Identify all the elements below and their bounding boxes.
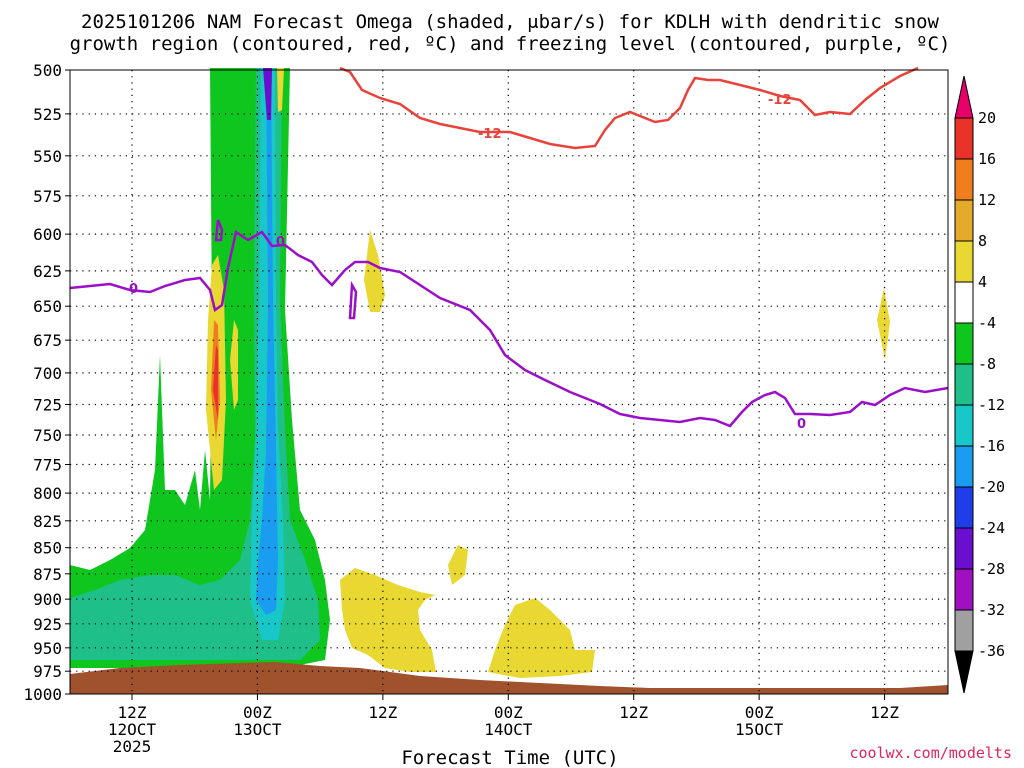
y-tick-label: 950 (33, 639, 62, 658)
colorbar-label: -24 (978, 519, 1005, 537)
dgz-line (339, 66, 919, 150)
colorbar-segment (954, 445, 974, 488)
omega-yellow-850 (448, 545, 468, 585)
colorbar-segment (954, 568, 974, 611)
y-tick-label: 800 (33, 484, 62, 503)
colorbar-label: -28 (978, 560, 1005, 578)
omega-yellow-925 (488, 598, 595, 678)
y-tick-label: 850 (33, 539, 62, 558)
y-tick-label: 525 (33, 105, 62, 124)
y-tick-label: 650 (33, 297, 62, 316)
colorbar-label: 4 (978, 273, 987, 291)
freezing-label-0-left: 0 (129, 282, 138, 297)
x-tick-label: 13OCT (233, 720, 282, 739)
colorbar: 20 16 12 8 4 -4 -8 -12 -16 -20 -24 -28 -32 -36 (954, 75, 1005, 694)
x-axis-title: Forecast Time (UTC) (401, 747, 618, 768)
omega-yellow-right (877, 288, 890, 360)
x-tick-label: 2025 (113, 737, 152, 756)
colorbar-segment (954, 322, 974, 365)
x-tick-label: 12Z (870, 703, 899, 722)
omega-blue-region (256, 68, 278, 615)
y-tick-label: 500 (33, 61, 62, 80)
freezing-label-0-mid: 0 (276, 235, 285, 250)
y-tick-label: 975 (33, 662, 62, 681)
colorbar-label: 12 (978, 191, 996, 209)
y-tick-label: 1000 (23, 685, 62, 704)
colorbar-segment (954, 404, 974, 447)
x-tick-label: 00Z (243, 703, 272, 722)
credit-text: coolwx.com/modelts (849, 744, 1012, 762)
y-tick-label: 575 (33, 187, 62, 206)
omega-yellow-875 (340, 568, 436, 672)
terrain-fill (70, 662, 948, 694)
y-tick-label: 675 (33, 331, 62, 350)
colorbar-bottom-triangle (954, 650, 974, 694)
colorbar-segment (954, 609, 974, 652)
omega-red-streak (213, 345, 218, 420)
plot-frame (69, 69, 949, 695)
colorbar-segment (954, 158, 974, 201)
omega-purple-core (263, 68, 272, 120)
colorbar-segment (954, 281, 974, 324)
x-tick-label: 12Z (118, 703, 147, 722)
colorbar-label: 20 (978, 109, 996, 127)
freezing-level-island-2 (348, 280, 358, 320)
y-tick-label: 775 (33, 456, 62, 475)
y-tick-label: 700 (33, 364, 62, 383)
omega-green-streak (224, 68, 242, 470)
omega-yellow-thin (230, 320, 238, 410)
dgz-label-right: -12 (768, 93, 792, 108)
colorbar-label: -20 (978, 478, 1005, 496)
x-tick-label: 00Z (494, 703, 523, 722)
chart-title-line2: growth region (contoured, red, ºC) and f… (70, 33, 951, 55)
colorbar-top-triangle (954, 75, 974, 119)
colorbar-segment (954, 486, 974, 529)
x-tick-label: 00Z (745, 703, 774, 722)
freezing-level-island (214, 219, 224, 242)
chart-title-line1: 2025101206 NAM Forecast Omega (shaded, μ… (81, 11, 939, 33)
colorbar-label: -8 (978, 355, 996, 373)
colorbar-segment (954, 527, 974, 570)
x-tick-label: 14OCT (484, 720, 533, 739)
x-tick-label: 12OCT (108, 720, 157, 739)
y-tick-label: 825 (33, 512, 62, 531)
y-tick-label: 875 (33, 565, 62, 584)
colorbar-label: -32 (978, 601, 1005, 619)
colorbar-label: -4 (978, 314, 996, 332)
omega-shading (70, 68, 890, 678)
dendritic-growth-contour: -12 -12 (339, 66, 919, 150)
colorbar-label: -12 (978, 396, 1005, 414)
freezing-label-0-right: 0 (797, 417, 806, 432)
colorbar-segment (954, 199, 974, 242)
colorbar-label: 8 (978, 232, 987, 250)
x-tick-label: 12Z (619, 703, 648, 722)
colorbar-segment (954, 240, 974, 283)
y-tick-label: 550 (33, 147, 62, 166)
plot-area: 0 0 0 -12 -12 (69, 66, 949, 695)
colorbar-segment (954, 363, 974, 406)
freezing-level-contour: 0 0 0 (69, 219, 949, 432)
y-axis: 500 525 550 575 600 625 650 675 700 725 750 775 800 8… (23, 61, 70, 704)
y-tick-label: 625 (33, 262, 62, 281)
y-tick-label: 750 (33, 426, 62, 445)
y-tick-label: 725 (33, 395, 62, 414)
colorbar-label: -36 (978, 642, 1005, 660)
grid (70, 70, 948, 694)
omega-yellow-top (277, 68, 284, 112)
y-tick-label: 925 (33, 615, 62, 634)
y-tick-label: 900 (33, 590, 62, 609)
colorbar-segment (954, 117, 974, 160)
colorbar-label: 16 (978, 150, 996, 168)
colorbar-label: -16 (978, 437, 1005, 455)
x-tick-label: 15OCT (735, 720, 784, 739)
x-tick-label: 12Z (368, 703, 397, 722)
freezing-level-line (69, 229, 949, 428)
dgz-label-left: -12 (478, 127, 502, 142)
y-tick-label: 600 (33, 225, 62, 244)
